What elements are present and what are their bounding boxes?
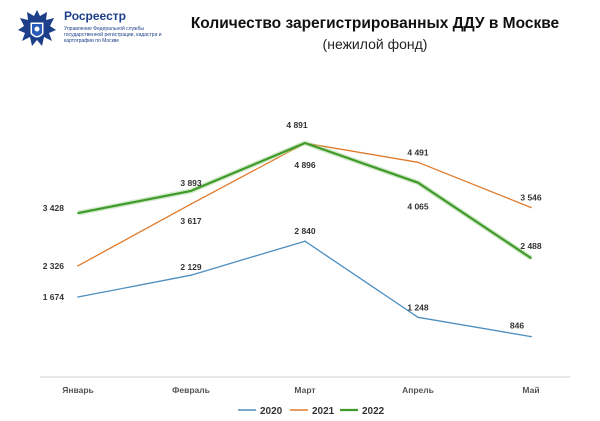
x-tick-label: Март <box>294 385 315 395</box>
data-label: 3 617 <box>180 216 202 226</box>
series-2022-point <box>190 190 192 192</box>
x-tick-label: Май <box>522 385 539 395</box>
series-2021-point <box>77 265 79 267</box>
series-2021-point <box>190 203 192 205</box>
x-tick-label: Февраль <box>172 385 210 395</box>
org-name: Росреестр <box>64 9 126 23</box>
data-label: 4 491 <box>407 147 429 157</box>
chart-title: Количество зарегистрированных ДДУ в Моск… <box>190 15 560 32</box>
series-2022-point <box>417 181 419 184</box>
data-label: 1 674 <box>43 292 65 302</box>
rosreestr-emblem-icon <box>18 10 56 46</box>
data-label: 1 248 <box>407 302 429 312</box>
series-2022-point <box>304 142 306 144</box>
data-label: 2 129 <box>180 262 202 272</box>
series-2020-point <box>417 316 419 319</box>
legend-label-2022: 2022 <box>362 406 385 417</box>
data-label: 4 065 <box>407 202 429 212</box>
chart-subtitle: (нежилой фонд) <box>322 36 428 52</box>
org-subtitle: Управление Федеральной службы государств… <box>64 26 162 45</box>
data-label: 4 891 <box>286 120 308 130</box>
legend-label-2020: 2020 <box>260 406 283 417</box>
series-2022-point <box>77 212 79 214</box>
series-2021-point <box>530 206 532 209</box>
data-label: 3 893 <box>180 178 202 188</box>
series-2020-point <box>77 296 79 298</box>
data-label: 2 488 <box>520 241 542 251</box>
series-2020-point <box>530 335 532 338</box>
data-label: 846 <box>510 321 524 331</box>
data-label: 2 326 <box>43 261 65 271</box>
series-2022-point <box>530 257 532 259</box>
data-label: 3 428 <box>43 203 65 213</box>
data-label: 2 840 <box>294 226 316 236</box>
data-label: 3 546 <box>520 193 542 203</box>
series-2021-point <box>417 161 419 164</box>
data-label: 4 896 <box>294 160 316 170</box>
x-tick-label: Январь <box>62 385 94 395</box>
legend-label-2021: 2021 <box>312 406 335 417</box>
series-2020-point <box>304 240 306 242</box>
series-2020-line <box>77 240 532 338</box>
series-2020-point <box>190 274 192 277</box>
x-tick-label: Апрель <box>402 385 434 395</box>
